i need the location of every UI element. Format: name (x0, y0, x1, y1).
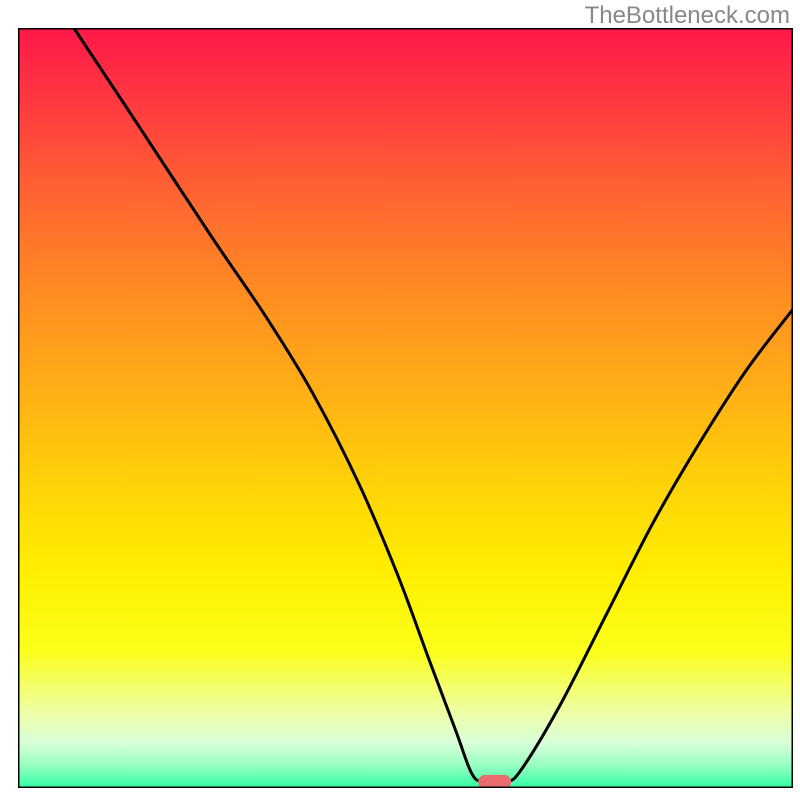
chart-background (18, 28, 793, 788)
watermark-label: TheBottleneck.com (585, 2, 790, 30)
chart-container (18, 28, 793, 788)
